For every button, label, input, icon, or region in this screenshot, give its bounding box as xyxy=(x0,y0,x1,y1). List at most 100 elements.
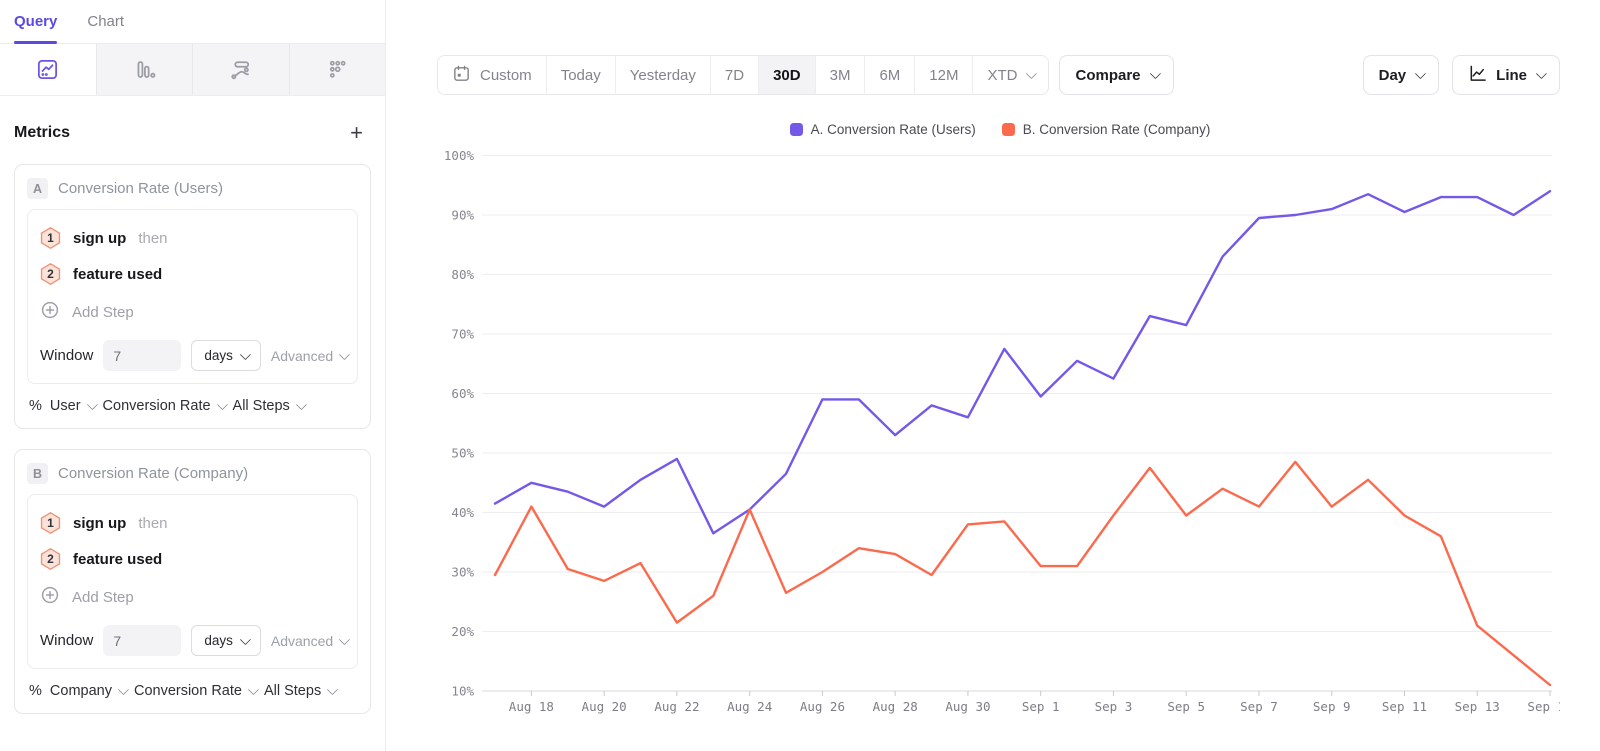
chevron-down-icon xyxy=(239,348,251,360)
tab-chart[interactable]: Chart xyxy=(87,0,124,44)
x-axis-label: Sep 15 xyxy=(1527,699,1560,714)
metric-card-header[interactable]: A Conversion Rate (Users) xyxy=(15,165,370,209)
chevron-down-icon xyxy=(1149,67,1161,80)
add-step-label: Add Step xyxy=(72,588,134,606)
flows-view-tab[interactable] xyxy=(192,44,289,95)
metric-card-header[interactable]: B Conversion Rate (Company) xyxy=(15,450,370,494)
percent-symbol: % xyxy=(29,683,42,699)
step-number: 2 xyxy=(47,552,54,566)
y-axis-label: 10% xyxy=(451,684,474,699)
legend-item-b[interactable]: B. Conversion Rate (Company) xyxy=(1001,122,1211,137)
range-label: Custom xyxy=(480,66,532,84)
x-axis-label: Aug 18 xyxy=(509,699,554,714)
window-input[interactable] xyxy=(103,625,182,656)
add-step-button[interactable]: Add Step xyxy=(40,577,345,615)
range-12m[interactable]: 12M xyxy=(914,56,973,94)
tab-query-label: Query xyxy=(14,13,58,30)
range-custom[interactable]: Custom xyxy=(438,56,546,94)
bar-chart-view-tab[interactable] xyxy=(95,44,192,95)
legend-label: A. Conversion Rate (Users) xyxy=(810,122,976,137)
range-label: Today xyxy=(560,66,601,84)
chevron-down-icon xyxy=(295,398,307,411)
legend-label: B. Conversion Rate (Company) xyxy=(1022,122,1211,137)
measure-metric-select[interactable]: Conversion Rate xyxy=(134,683,260,699)
funnel-step-2[interactable]: 2 feature used xyxy=(40,256,345,292)
y-axis-label: 70% xyxy=(451,327,474,342)
x-axis-label: Sep 1 xyxy=(1022,699,1060,714)
measure-steps-select[interactable]: All Steps xyxy=(233,398,307,414)
add-step-button[interactable]: Add Step xyxy=(40,292,345,330)
window-unit-select[interactable]: days xyxy=(191,625,261,656)
advanced-toggle[interactable]: Advanced xyxy=(270,347,351,364)
legend-swatch xyxy=(1001,123,1015,136)
window-input[interactable] xyxy=(103,340,182,371)
measure-entity-select[interactable]: Company xyxy=(49,683,130,699)
range-label: XTD xyxy=(987,66,1018,84)
x-axis-label: Aug 22 xyxy=(654,699,699,714)
calendar-icon xyxy=(452,64,471,87)
window-label: Window xyxy=(40,347,94,364)
conversion-window-row: Window days Advanced xyxy=(40,615,351,656)
granularity-button[interactable]: Day xyxy=(1362,55,1440,95)
chevron-down-icon xyxy=(338,348,351,360)
range-6m[interactable]: 6M xyxy=(864,56,915,94)
retention-icon xyxy=(325,57,350,82)
measure-entity-select[interactable]: User xyxy=(50,398,98,414)
measure-metric-select-label: Conversion Rate xyxy=(102,398,211,414)
compare-button[interactable]: Compare xyxy=(1059,55,1174,95)
chevron-down-icon xyxy=(117,683,130,696)
add-step-label: Add Step xyxy=(72,303,134,321)
x-axis-label: Aug 20 xyxy=(582,699,627,714)
tab-chart-label: Chart xyxy=(87,13,125,30)
measure-steps-select[interactable]: All Steps xyxy=(264,683,339,699)
range-today[interactable]: Today xyxy=(545,56,615,94)
metric-title: Conversion Rate (Users) xyxy=(58,180,224,197)
compare-label: Compare xyxy=(1075,66,1141,84)
step-event-name: sign up xyxy=(73,229,127,247)
retention-view-tab[interactable] xyxy=(288,44,385,95)
range-7d[interactable]: 7D xyxy=(709,56,759,94)
step-number: 2 xyxy=(47,267,54,281)
advanced-toggle[interactable]: Advanced xyxy=(271,633,351,649)
window-unit-select[interactable]: days xyxy=(191,340,261,371)
date-range-control: Custom Today Yesterday 7D 30D 3M 6M 12M XTD xyxy=(437,55,1050,95)
insights-line-view-tab[interactable] xyxy=(0,44,96,95)
metric-card-b: B Conversion Rate (Company) 1 sign up then 2 f… xyxy=(14,449,371,714)
measure-entity-select-label: Company xyxy=(49,683,112,699)
chevron-down-icon xyxy=(1535,67,1548,80)
funnel-step-1[interactable]: 1 sign up then xyxy=(40,220,345,256)
advanced-label: Advanced xyxy=(270,347,334,364)
step-connector: then xyxy=(138,514,168,532)
chart-svg: 10% 20% 30% 40% 50% 60% 70% 80% 90% 100% Aug 18 Aug… xyxy=(444,148,1573,714)
measure-metric-select[interactable]: Conversion Rate xyxy=(102,398,228,414)
chart-legend: A. Conversion Rate (Users) B. Conversion … xyxy=(440,122,1560,137)
funnel-step-1[interactable]: 1 sign up then xyxy=(40,505,345,541)
range-xtd[interactable]: XTD xyxy=(972,56,1049,94)
step-number-badge: 1 xyxy=(40,227,61,249)
series-line-b[interactable] xyxy=(493,460,1552,687)
x-axis-label: Aug 26 xyxy=(800,699,845,714)
y-axis-label: 90% xyxy=(451,208,474,223)
window-unit-label: days xyxy=(204,633,233,648)
chevron-down-icon xyxy=(247,683,260,696)
range-yesterday[interactable]: Yesterday xyxy=(614,56,710,94)
range-3m[interactable]: 3M xyxy=(814,56,865,94)
funnel-step-2[interactable]: 2 feature used xyxy=(40,541,345,577)
legend-item-a[interactable]: A. Conversion Rate (Users) xyxy=(789,122,976,137)
add-metric-button[interactable]: + xyxy=(350,120,363,145)
series-line-a[interactable] xyxy=(493,189,1552,535)
x-axis-label: Aug 28 xyxy=(873,699,918,714)
granularity-label: Day xyxy=(1378,66,1407,84)
x-axis-label: Sep 13 xyxy=(1455,699,1500,714)
chart-type-button[interactable]: Line xyxy=(1452,55,1560,95)
tab-query[interactable]: Query xyxy=(14,0,58,44)
range-30d[interactable]: 30D xyxy=(758,56,815,94)
query-panel: Query Chart Metrics + A Conversion Rate (… xyxy=(0,0,386,751)
conversion-window-row: Window days Advanced xyxy=(40,330,351,371)
line-chart-icon xyxy=(1468,64,1487,87)
window-label: Window xyxy=(40,632,94,649)
step-number-badge: 2 xyxy=(40,548,61,570)
chevron-down-icon xyxy=(326,683,339,696)
metric-card-a: A Conversion Rate (Users) 1 sign up then 2 fea… xyxy=(14,164,371,429)
